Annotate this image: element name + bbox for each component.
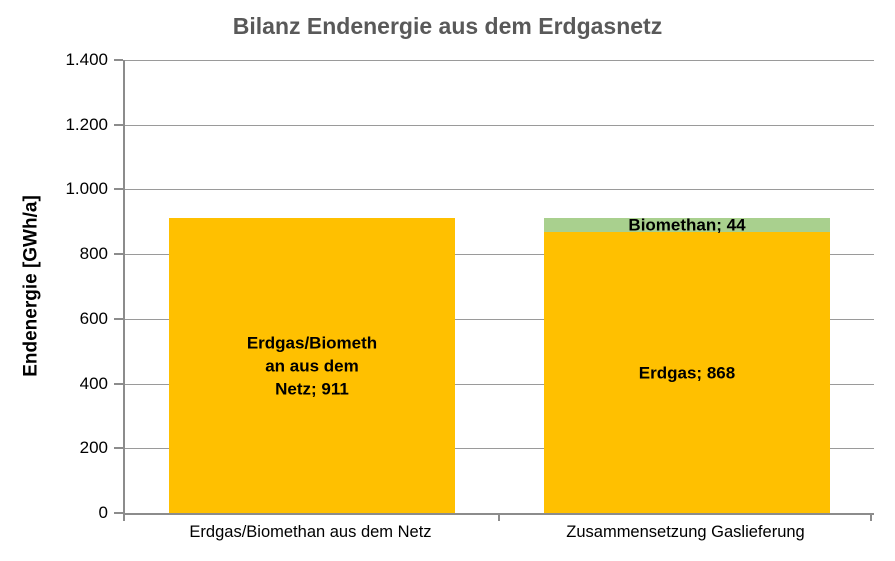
- plot-area: Erdgas/Biometh an aus dem Netz; 911 Erdgas;…: [123, 60, 874, 515]
- y-tick-label: 600: [79, 308, 108, 328]
- y-tick-mark: [114, 59, 123, 61]
- y-tick-label: 200: [79, 438, 108, 458]
- gridline: [125, 60, 874, 61]
- segment-data-label: Biomethan; 44: [628, 215, 746, 235]
- bar-2: Erdgas; 868 Biomethan; 44: [544, 60, 830, 513]
- gridline: [125, 189, 874, 191]
- y-tick-mark: [114, 188, 123, 191]
- segment-data-label: Erdgas/Biometh an aus dem Netz; 911: [246, 333, 378, 399]
- gridline: [125, 124, 874, 126]
- gridline: [125, 318, 874, 320]
- bar-segment-biomethan: [544, 217, 830, 233]
- y-tick-mark: [114, 447, 123, 450]
- bar-segment-erdgas-biomethan-aus-dem-netz: [169, 218, 455, 513]
- x-category-label: Erdgas/Biomethan aus dem Netz: [189, 523, 432, 541]
- bar-1: Erdgas/Biometh an aus dem Netz; 911: [169, 60, 455, 513]
- y-tick-label: 1.000: [65, 179, 108, 199]
- x-tick-mark: [498, 513, 500, 521]
- gridline: [125, 383, 874, 385]
- gridline: [125, 448, 874, 450]
- y-tick-mark: [114, 317, 123, 320]
- y-tick-label: 400: [79, 373, 108, 393]
- x-tick-mark: [123, 513, 125, 521]
- y-tick-label: 1.200: [65, 114, 108, 134]
- x-tick-mark: [870, 513, 872, 521]
- segment-data-label: Erdgas; 868: [638, 363, 736, 383]
- y-tick-mark: [114, 382, 123, 385]
- y-tick-mark: [114, 253, 123, 256]
- y-tick-label: 0: [98, 503, 108, 522]
- y-tick-label: 800: [79, 244, 108, 264]
- y-tick-label: 1.400: [65, 50, 108, 69]
- x-category-label: Zusammensetzung Gaslieferung: [566, 523, 805, 541]
- y-tick-mark: [114, 512, 123, 514]
- chart-title: Bilanz Endenergie aus dem Erdgasnetz: [232, 13, 663, 39]
- bar-segment-erdgas: [544, 232, 830, 513]
- gridline: [125, 254, 874, 256]
- y-tick-mark: [114, 123, 123, 126]
